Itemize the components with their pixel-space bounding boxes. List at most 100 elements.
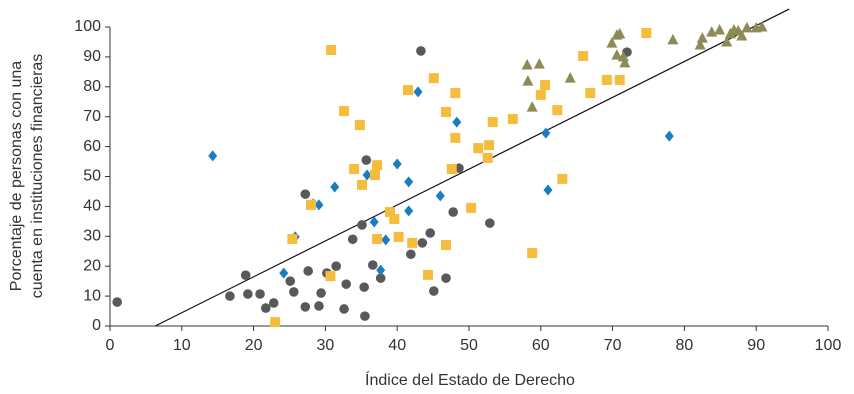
point — [359, 282, 369, 292]
point — [285, 276, 296, 286]
point — [325, 271, 336, 282]
point — [756, 21, 768, 32]
x-tick-label: 30 — [317, 337, 335, 354]
point — [423, 269, 434, 280]
point — [614, 27, 626, 39]
point — [404, 176, 414, 188]
y-axis-label-line: cuenta en instituciones financieras — [29, 54, 46, 299]
point — [316, 288, 326, 298]
point — [372, 160, 383, 171]
point — [240, 270, 251, 280]
point — [485, 218, 495, 228]
point — [331, 261, 341, 272]
y-tick-label: 80 — [83, 78, 101, 95]
point — [429, 286, 439, 296]
point — [450, 132, 461, 143]
point — [413, 86, 423, 98]
trend-line — [154, 8, 790, 327]
x-tick-label: 70 — [604, 337, 622, 354]
point — [402, 85, 413, 96]
point — [330, 181, 340, 193]
point — [393, 231, 404, 242]
point — [446, 164, 457, 175]
point — [369, 216, 379, 228]
x-tick-label: 90 — [747, 337, 765, 354]
point — [287, 233, 298, 244]
point — [578, 51, 589, 62]
x-tick-label: 10 — [173, 337, 191, 354]
point — [540, 80, 551, 91]
point — [268, 298, 279, 308]
point — [243, 289, 253, 299]
point — [507, 114, 518, 125]
point — [361, 155, 372, 165]
point — [522, 75, 534, 86]
point — [611, 49, 623, 60]
y-tick-label: 90 — [83, 48, 101, 65]
point — [521, 58, 533, 70]
point — [208, 150, 218, 162]
point — [360, 311, 370, 321]
point — [482, 152, 493, 163]
point — [435, 190, 445, 202]
point — [706, 26, 718, 37]
point — [441, 239, 452, 250]
y-tick-label: 50 — [83, 168, 101, 185]
point — [664, 130, 674, 142]
point — [473, 143, 484, 154]
point — [375, 273, 386, 283]
point — [372, 233, 383, 244]
x-tick-label: 100 — [815, 337, 842, 354]
point — [441, 106, 452, 117]
point — [404, 205, 414, 217]
point — [533, 58, 545, 69]
x-tick-label: 20 — [245, 337, 263, 354]
y-tick-label: 60 — [83, 138, 101, 155]
point — [349, 164, 360, 175]
point — [564, 72, 576, 83]
point — [527, 248, 538, 259]
point — [381, 234, 391, 246]
x-tick-label: 50 — [460, 337, 478, 354]
point — [606, 37, 618, 48]
point — [306, 199, 317, 210]
x-tick-label: 40 — [388, 337, 406, 354]
x-tick-label: 0 — [106, 337, 115, 354]
point — [484, 140, 495, 151]
point — [416, 46, 426, 56]
point — [452, 116, 462, 128]
point — [339, 304, 349, 314]
point — [441, 273, 451, 283]
point — [357, 179, 368, 190]
point — [112, 297, 122, 307]
y-tick-label: 100 — [74, 18, 101, 35]
point — [347, 234, 358, 245]
y-axis-label-line: Porcentaje de personas con una — [8, 61, 25, 291]
point — [466, 202, 477, 213]
point — [341, 279, 352, 289]
point — [487, 117, 498, 128]
point — [617, 50, 629, 62]
point — [694, 38, 706, 50]
point — [303, 266, 313, 276]
point — [261, 303, 271, 313]
point — [614, 74, 625, 85]
point — [526, 101, 538, 112]
point — [557, 173, 568, 184]
point — [385, 207, 396, 218]
point — [392, 158, 402, 170]
y-tick-label: 0 — [92, 317, 101, 334]
x-tick-label: 80 — [676, 337, 694, 354]
point — [417, 238, 428, 248]
point — [255, 289, 265, 299]
point — [300, 189, 311, 199]
x-axis-label: Índice del Estado de Derecho — [365, 370, 575, 389]
point — [357, 220, 367, 230]
point — [428, 73, 439, 84]
point — [326, 45, 337, 56]
point — [300, 302, 311, 312]
point — [535, 89, 546, 100]
x-tick-label: 60 — [532, 337, 550, 354]
point — [314, 301, 324, 311]
